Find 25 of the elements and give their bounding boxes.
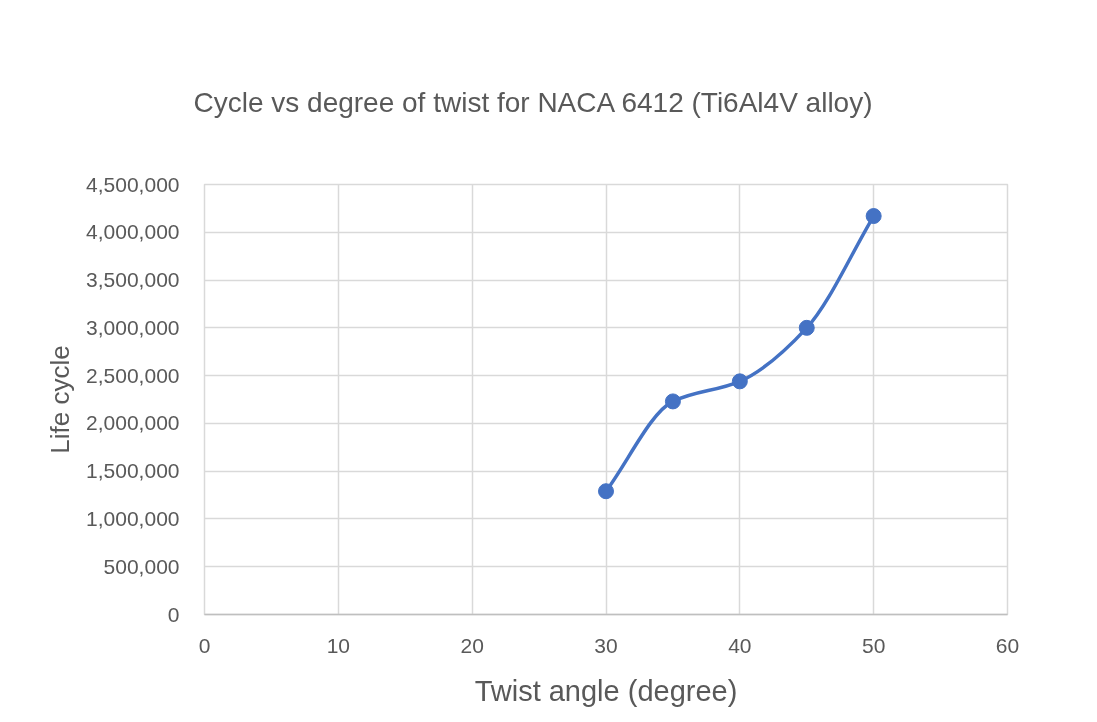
y-tick-label: 4,500,000	[86, 172, 180, 196]
x-axis-title: Twist angle (degree)	[474, 674, 738, 707]
x-tick-label: 50	[861, 633, 886, 657]
x-tick-label: 20	[460, 633, 484, 657]
x-tick-label: 40	[728, 633, 752, 657]
point	[798, 319, 815, 336]
x-tick-label: 60	[995, 633, 1020, 657]
x-tick-label: 30	[594, 633, 618, 657]
y-tick-label: 500,000	[103, 554, 180, 578]
point	[865, 208, 882, 225]
y-tick-label: 2,000,000	[86, 411, 180, 435]
y-tick-label: 3,000,000	[86, 315, 180, 339]
y-tick-label: 4,000,000	[86, 220, 180, 244]
x-tick-label: 0	[198, 633, 211, 657]
y-tick-label: 0	[167, 602, 180, 626]
y-tick-label: 1,000,000	[86, 506, 180, 530]
y-tick-label: 3,500,000	[86, 268, 180, 292]
point	[731, 373, 748, 390]
point	[598, 483, 614, 500]
chart-title: Cycle vs degree of twist for NACA 6412 (Ti6Al4V alloy)	[193, 86, 873, 118]
point	[664, 393, 681, 410]
x-tick-label: 10	[326, 633, 351, 657]
y-tick-label: 1,500,000	[86, 459, 180, 483]
y-tick-label: 2,500,000	[86, 363, 180, 387]
y-axis-title: Life cycle	[45, 345, 76, 454]
